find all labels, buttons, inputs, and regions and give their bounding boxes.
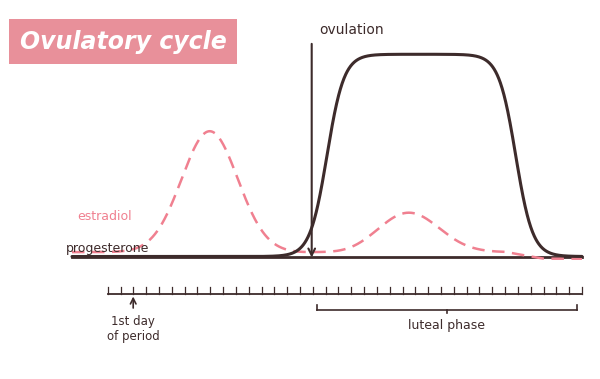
Text: progesterone: progesterone bbox=[66, 241, 149, 255]
Text: luteal phase: luteal phase bbox=[409, 319, 485, 332]
Text: estradiol: estradiol bbox=[77, 210, 132, 224]
Text: ovulation: ovulation bbox=[319, 23, 383, 37]
Text: 1st day
of period: 1st day of period bbox=[107, 315, 160, 343]
Text: Ovulatory cycle: Ovulatory cycle bbox=[20, 30, 226, 54]
FancyBboxPatch shape bbox=[9, 19, 237, 64]
